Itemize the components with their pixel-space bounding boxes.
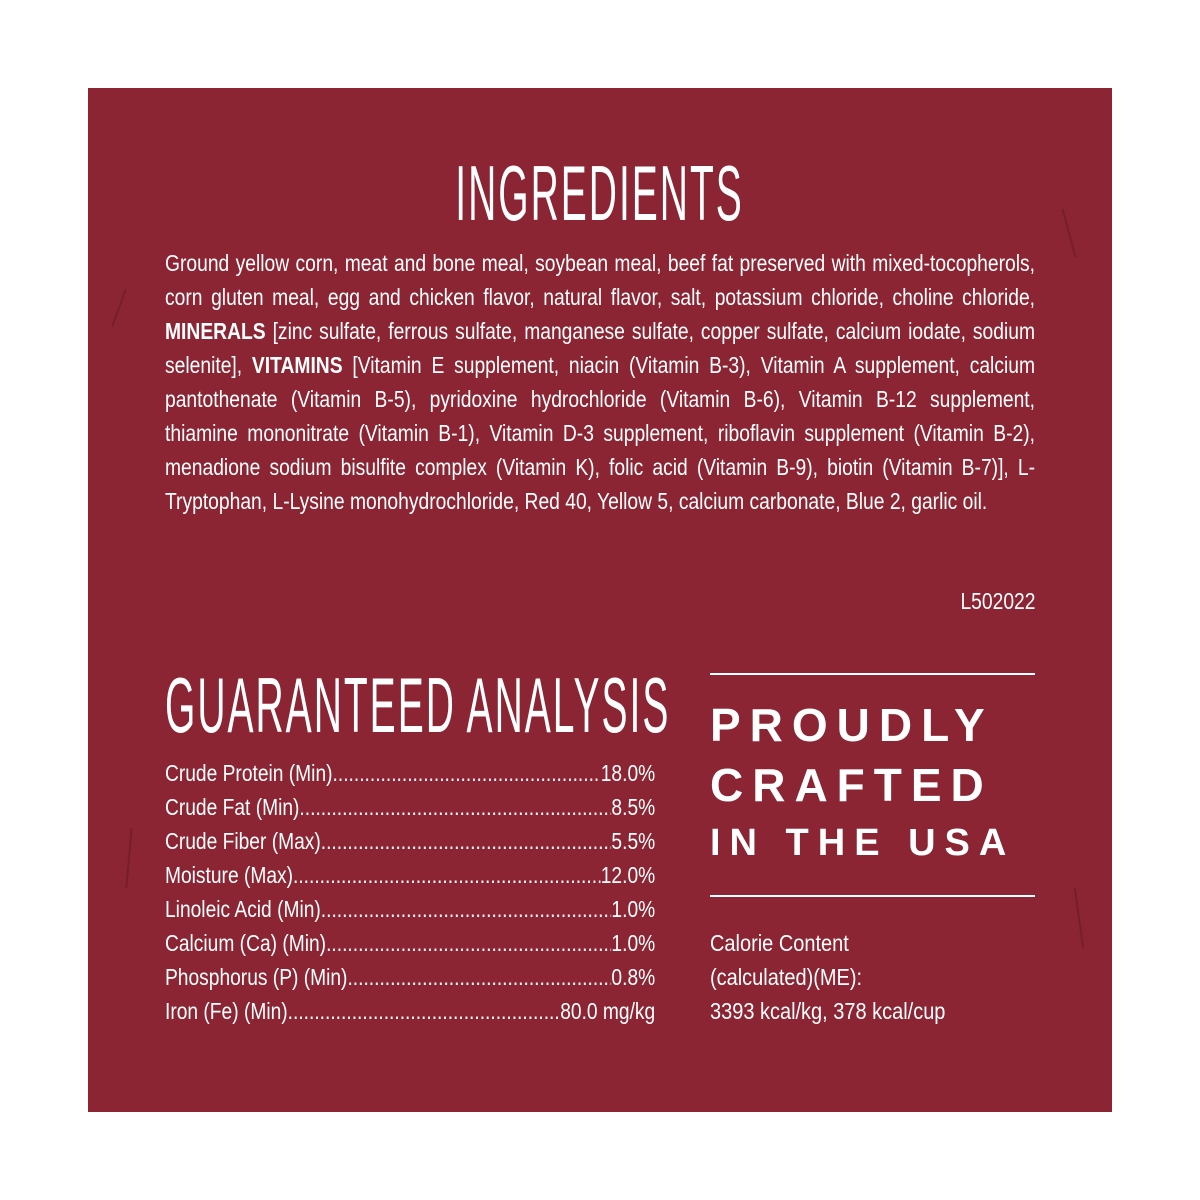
dot-leader [326, 926, 611, 960]
calorie-content: Calorie Content (calculated)(ME): 3393 k… [710, 926, 945, 1028]
vitamins-label: VITAMINS [251, 352, 343, 378]
analysis-row: Crude Fiber (Max) 5.5% [165, 824, 655, 858]
texture-scratch [111, 288, 127, 328]
row-value: 5.5% [611, 828, 656, 854]
row-label: Iron (Fe) (Min) [165, 998, 288, 1024]
texture-scratch [125, 828, 133, 888]
analysis-row: Crude Protein (Min) 18.0% [165, 756, 655, 790]
dot-leader [333, 756, 601, 790]
row-value: 1.0% [611, 896, 656, 922]
calorie-line-2: (calculated)(ME): [710, 964, 863, 990]
analysis-row: Phosphorus (P) (Min) 0.8% [165, 960, 655, 994]
dot-leader [299, 790, 611, 824]
badge-line-1: PROUDLY [710, 699, 994, 751]
analysis-table: Crude Protein (Min) 18.0% Crude Fat (Min)… [165, 756, 655, 1028]
ingredients-title: INGREDIENTS [455, 149, 745, 237]
row-label: Crude Fat (Min) [165, 794, 300, 820]
calorie-line-3: 3393 kcal/kg, 378 kcal/cup [710, 998, 946, 1024]
analysis-title: GUARANTEED ANALYSIS [165, 661, 671, 749]
row-label: Linoleic Acid (Min) [165, 896, 321, 922]
texture-scratch [1073, 888, 1085, 948]
analysis-row: Moisture (Max) 12.0% [165, 858, 655, 892]
minerals-label: MINERALS [165, 318, 266, 344]
row-label: Calcium (Ca) (Min) [165, 930, 327, 956]
row-value: 0.8% [611, 964, 656, 990]
dot-leader [288, 994, 561, 1028]
analysis-row: Crude Fat (Min) 8.5% [165, 790, 655, 824]
analysis-row: Calcium (Ca) (Min) 1.0% [165, 926, 655, 960]
label-panel: INGREDIENTS Ground yellow corn, meat and… [88, 88, 1112, 1112]
row-label: Crude Protein (Min) [165, 760, 333, 786]
calorie-line-1: Calorie Content [710, 930, 849, 956]
row-value: 1.0% [611, 930, 656, 956]
row-value: 18.0% [600, 760, 656, 786]
badge-line-3: IN THE USA [710, 822, 1016, 864]
vitamins-text: [Vitamin E supplement, niacin (Vitamin B… [165, 352, 1036, 514]
dot-leader [321, 892, 612, 926]
analysis-row: Iron (Fe) (Min) 80.0 mg/kg [165, 994, 655, 1028]
ingredients-list: Ground yellow corn, meat and bone meal, … [165, 246, 1035, 518]
row-label: Crude Fiber (Max) [165, 828, 321, 854]
badge-line-2: CRAFTED [710, 759, 993, 811]
dot-leader [321, 824, 612, 858]
row-label: Moisture (Max) [165, 862, 294, 888]
dot-leader [293, 858, 601, 892]
lot-code: L502022 [959, 588, 1035, 614]
dot-leader [347, 960, 611, 994]
analysis-row: Linoleic Acid (Min) 1.0% [165, 892, 655, 926]
row-label: Phosphorus (P) (Min) [165, 964, 348, 990]
minerals-text: [zinc sulfate, ferrous sulfate, manganes… [165, 318, 1036, 378]
made-in-usa-badge: PROUDLY CRAFTED IN THE USA [710, 673, 1035, 897]
ingredients-text: Ground yellow corn, meat and bone meal, … [165, 250, 1036, 310]
row-value: 12.0% [600, 862, 656, 888]
row-value: 8.5% [611, 794, 656, 820]
ingredients-heading-wrap: INGREDIENTS [88, 150, 1112, 236]
row-value: 80.0 mg/kg [560, 998, 656, 1024]
